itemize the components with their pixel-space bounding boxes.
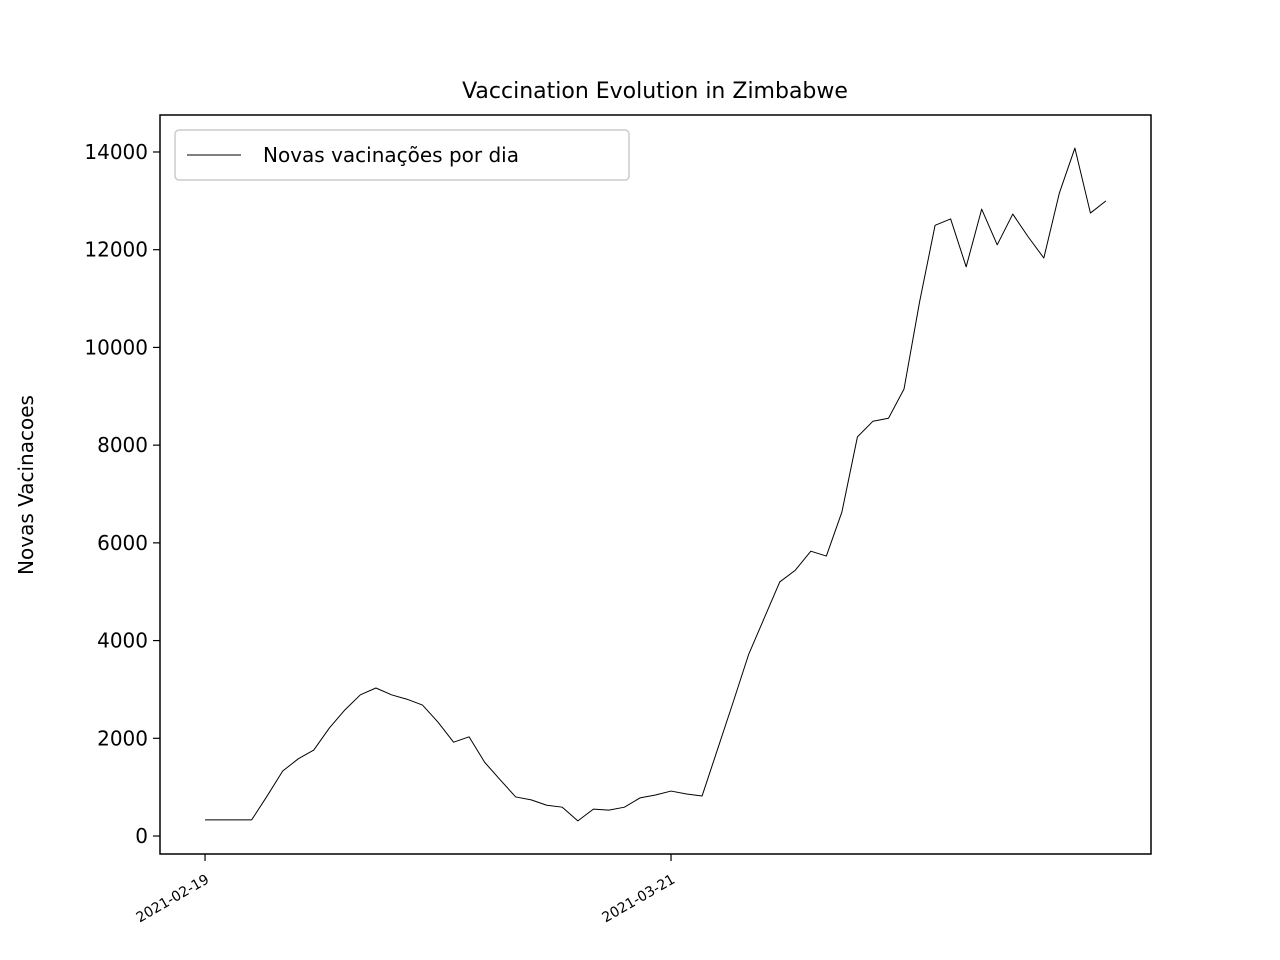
legend: Novas vacinações por dia — [174, 129, 630, 181]
y-tick-label: 4000 — [97, 629, 148, 653]
y-axis-label: Novas Vacinacoes — [14, 395, 38, 575]
y-tick-label: 14000 — [84, 140, 148, 164]
data-line — [205, 147, 1107, 822]
y-tick-label: 0 — [135, 824, 148, 848]
y-tick-label: 10000 — [84, 335, 148, 359]
chart-title: Vaccination Evolution in Zimbabwe — [462, 79, 848, 104]
y-tick-label: 6000 — [97, 531, 148, 555]
y-tick-label: 2000 — [97, 726, 148, 750]
plot-frame — [159, 114, 1152, 855]
y-tick-label: 12000 — [84, 238, 148, 262]
y-tick-label: 8000 — [97, 433, 148, 457]
legend-label: Novas vacinações por dia — [263, 143, 519, 167]
x-tick-label: 2021-03-21 — [600, 872, 678, 927]
x-tick-label: 2021-02-19 — [134, 872, 212, 927]
legend-frame — [174, 129, 630, 181]
